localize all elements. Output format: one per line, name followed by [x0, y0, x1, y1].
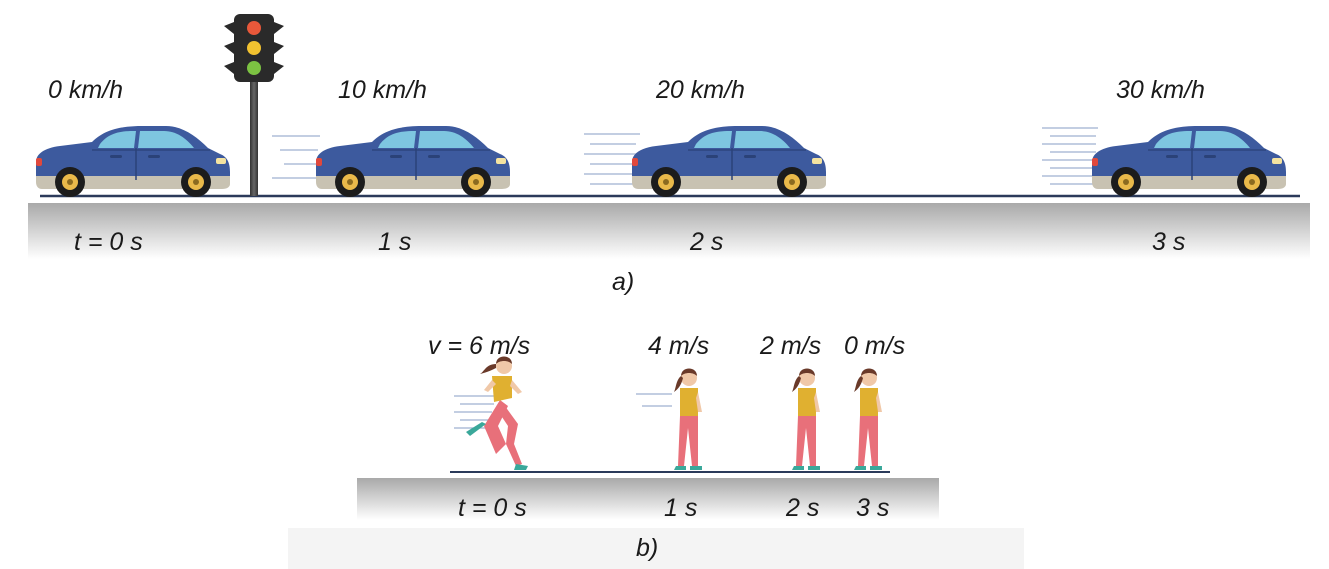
runner-speed-0: v = 6 m/s: [428, 332, 530, 360]
car-time-0: t = 0 s: [74, 228, 143, 256]
car-icon-3: [1091, 125, 1287, 198]
runner-speed-1: 4 m/s: [648, 332, 709, 360]
runner-time-3: 3 s: [856, 494, 889, 522]
car-time-3: 3 s: [1152, 228, 1185, 256]
traffic-light-icon: [224, 14, 284, 196]
speed-lines-car-2: [584, 133, 640, 185]
car-icon-1: [315, 125, 511, 198]
car-time-2: 2 s: [689, 228, 723, 256]
runner-icon-3: [854, 368, 882, 470]
speed-lines-car-3: [1042, 127, 1098, 185]
road-a: [28, 203, 1310, 259]
car-icon-2: [631, 125, 827, 198]
runner-speed-2: 2 m/s: [759, 332, 821, 360]
runner-time-0: t = 0 s: [458, 494, 527, 522]
car-speed-1: 10 km/h: [338, 76, 427, 104]
background-shape: [288, 528, 1024, 569]
car-time-1: 1 s: [378, 228, 411, 256]
car-speed-0: 0 km/h: [48, 76, 123, 104]
panel-a: 0 km/h 10 km/h 20 km/h 30 km/h t = 0 s 1…: [28, 14, 1310, 296]
runner-icon-2: [792, 368, 820, 470]
runner-time-2: 2 s: [785, 494, 819, 522]
runner-icon-0: [466, 356, 528, 470]
car-speed-2: 20 km/h: [655, 76, 745, 104]
runner-speed-3: 0 m/s: [844, 332, 905, 360]
runner-icon-1: [674, 368, 702, 470]
speed-lines-car-1: [272, 135, 320, 179]
speed-lines-runner-0: [454, 395, 494, 429]
caption-b: b): [636, 534, 658, 562]
caption-a: a): [612, 268, 634, 296]
runner-time-1: 1 s: [664, 494, 697, 522]
speed-lines-runner-1: [636, 393, 672, 407]
car-icon-0: [35, 125, 231, 198]
ground-b: [357, 478, 939, 520]
car-speed-3: 30 km/h: [1116, 76, 1205, 104]
panel-b: v = 6 m/s 4 m/s 2 m/s 0 m/s t = 0 s 1 s …: [288, 332, 1024, 569]
